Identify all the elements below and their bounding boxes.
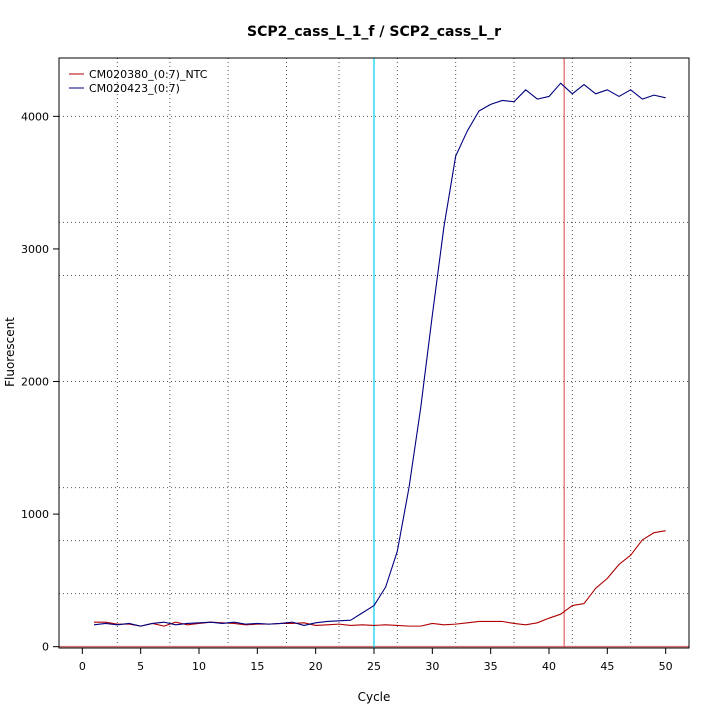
y-tick-label: 4000 [21,110,49,123]
series-line-0 [94,530,666,627]
series-line-1 [93,82,666,627]
x-tick-label: 25 [367,660,381,673]
legend-label-ntc: CM020380_(0:7)_NTC [89,68,208,81]
series-lines [93,82,666,627]
x-axis-label: Cycle [358,690,391,704]
x-tick-label: 50 [659,660,673,673]
x-tick-label: 5 [137,660,144,673]
axis-ticks: 0 5 10 15 20 25 30 35 40 45 50 0 1000 2000 3000 4000 [21,110,673,673]
x-tick-label: 40 [542,660,556,673]
x-tick-label: 10 [192,660,206,673]
reference-lines [59,58,689,648]
x-tick-label: 45 [600,660,614,673]
legend: CM020380_(0:7)_NTC CM020423_(0:7) [69,68,208,95]
y-tick-label: 2000 [21,376,49,389]
y-tick-label: 1000 [21,508,49,521]
y-tick-label: 3000 [21,243,49,256]
x-tick-label: 30 [425,660,439,673]
x-tick-label: 20 [309,660,323,673]
grid-lines [59,58,689,648]
x-tick-label: 0 [79,660,86,673]
chart-title: SCP2_cass_L_1_f / SCP2_cass_L_r [247,24,501,40]
y-axis-label: Fluorescent [3,317,17,387]
y-tick-label: 0 [42,641,49,654]
x-tick-label: 15 [250,660,264,673]
x-tick-label: 35 [484,660,498,673]
legend-label-sample: CM020423_(0:7) [89,82,180,95]
